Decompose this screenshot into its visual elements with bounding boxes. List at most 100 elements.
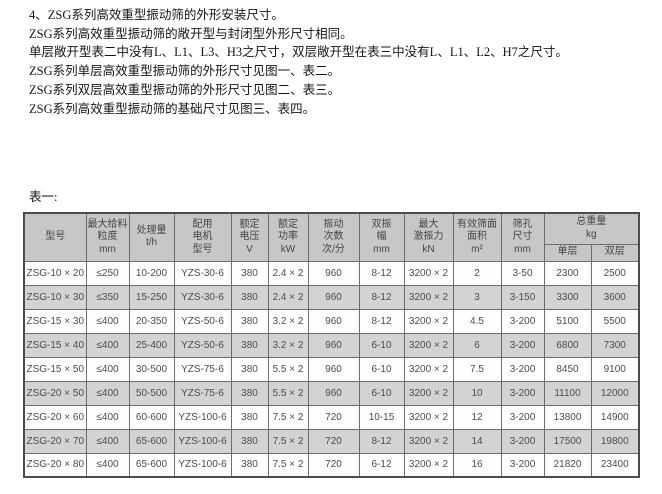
table-cell: YZS-50-6 [173, 332, 232, 358]
table-cell: 380 [230, 356, 269, 382]
table-cell: 11100 [543, 380, 592, 406]
table-cell: 3-200 [500, 452, 545, 478]
table-cell: 14900 [590, 404, 640, 430]
table-cell: 7.5 [452, 356, 502, 382]
table-cell: 380 [230, 428, 269, 454]
table-cell: YZS-75-6 [173, 380, 232, 406]
intro-line-3: 单层敞开型表二中没有L、L1、L3、H3之尺寸，双层敞开型在表三中没有L、L1、… [29, 45, 568, 60]
table-cell: 25-400 [128, 332, 175, 358]
table-cell: 3-150 [500, 284, 545, 310]
table-cell: 6800 [543, 332, 592, 358]
table-cell: YZS-100-6 [173, 452, 232, 478]
table-header: 型号 最大给料 粒度 mm 处理量 t/h 配用 电机 型号 额定 电压 V 额定 功率 kW 振动 次数 次/分… [23, 212, 640, 262]
column-header-mesh: 筛孔 尺寸 mm [500, 212, 545, 262]
column-header-weight-single: 单层 [543, 243, 592, 262]
table-cell: ≤250 [85, 260, 130, 286]
intro-text: 4、ZSG系列高效重型振动筛的外形安装尺寸。 ZSG系列高效重型振动筛的敞开型与… [29, 6, 568, 118]
table-cell: 3200 × 2 [403, 404, 454, 430]
table-cell: ZSG-20 × 50 [23, 380, 87, 406]
table-cell: ≤400 [85, 380, 130, 406]
column-header-feed-size: 最大给料 粒度 mm [85, 212, 130, 262]
table-cell: YZS-100-6 [173, 428, 232, 454]
table-cell: ZSG-10 × 30 [23, 284, 87, 310]
table-cell: 3-200 [500, 404, 545, 430]
table-cell: 5.5 × 2 [267, 380, 309, 406]
table-row: ZSG-20 × 60 ≤400 60-600 YZS-100-6 380 7.5 × 2… [23, 404, 640, 430]
table-cell: 10-15 [358, 404, 405, 430]
table-cell: 960 [307, 260, 360, 286]
table-cell: 380 [230, 308, 269, 334]
table-cell: 2.4 × 2 [267, 260, 309, 286]
table-cell: 3 [452, 284, 502, 310]
table-cell: 3600 [590, 284, 640, 310]
table-cell: 2.4 × 2 [267, 284, 309, 310]
table-cell: 8-12 [358, 428, 405, 454]
table-cell: 3.2 × 2 [267, 308, 309, 334]
table-cell: YZS-50-6 [173, 308, 232, 334]
column-header-area: 有效筛面 面积 m² [452, 212, 502, 262]
table-cell: 3.2 × 2 [267, 332, 309, 358]
table-cell: 7.5 × 2 [267, 452, 309, 478]
table-cell: 960 [307, 284, 360, 310]
table-cell: ZSG-15 × 50 [23, 356, 87, 382]
table-cell: 14 [452, 428, 502, 454]
table-cell: 4.5 [452, 308, 502, 334]
table-cell: 65-600 [128, 428, 175, 454]
table-cell: 23400 [590, 452, 640, 478]
table-cell: 8-12 [358, 260, 405, 286]
table-cell: 380 [230, 404, 269, 430]
table-cell: YZS-30-6 [173, 284, 232, 310]
table-cell: ZSG-20 × 80 [23, 452, 87, 478]
table-cell: ≤400 [85, 452, 130, 478]
table-cell: 380 [230, 332, 269, 358]
table-cell: 7300 [590, 332, 640, 358]
table-cell: 960 [307, 356, 360, 382]
table-cell: ZSG-10 × 20 [23, 260, 87, 286]
column-header-power: 额定 功率 kW [267, 212, 309, 262]
table-cell: 3-200 [500, 332, 545, 358]
column-header-total-weight: 总重量 kg [543, 212, 640, 245]
column-header-voltage: 额定 电压 V [230, 212, 269, 262]
table-cell: ≤400 [85, 356, 130, 382]
table-cell: 3300 [543, 284, 592, 310]
table-cell: 3200 × 2 [403, 260, 454, 286]
table-cell: ZSG-15 × 30 [23, 308, 87, 334]
table-cell: 3-200 [500, 356, 545, 382]
table-cell: 12000 [590, 380, 640, 406]
table-cell: ZSG-20 × 60 [23, 404, 87, 430]
table-cell: 13800 [543, 404, 592, 430]
table-cell: 17500 [543, 428, 592, 454]
column-header-force: 最大 激振力 kN [403, 212, 454, 262]
table-cell: 380 [230, 380, 269, 406]
table-cell: 380 [230, 452, 269, 478]
table-cell: 5100 [543, 308, 592, 334]
table-cell: 2500 [590, 260, 640, 286]
table-cell: ≤400 [85, 308, 130, 334]
table-cell: 8-12 [358, 284, 405, 310]
intro-line-4: ZSG系列单层高效重型振动筛的外形尺寸见图一、表二。 [29, 64, 341, 79]
table-cell: 15-250 [128, 284, 175, 310]
table-cell: 3200 × 2 [403, 380, 454, 406]
table-cell: 7.5 × 2 [267, 404, 309, 430]
table-cell: 50-500 [128, 380, 175, 406]
table-cell: 10-200 [128, 260, 175, 286]
intro-line-1: 4、ZSG系列高效重型振动筛的外形安装尺寸。 [29, 8, 284, 22]
table-cell: 3200 × 2 [403, 428, 454, 454]
table-cell: 9100 [590, 356, 640, 382]
table-cell: 960 [307, 308, 360, 334]
table-cell: 960 [307, 380, 360, 406]
table-cell: 2300 [543, 260, 592, 286]
table-row: ZSG-20 × 80 ≤400 65-600 YZS-100-6 380 7.5 × 2… [23, 452, 640, 478]
table-cell: 3-50 [500, 260, 545, 286]
table-cell: 2 [452, 260, 502, 286]
table-cell: 19800 [590, 428, 640, 454]
table-cell: 65-600 [128, 452, 175, 478]
column-header-capacity: 处理量 t/h [128, 212, 175, 262]
table-cell: 380 [230, 284, 269, 310]
table-cell: ZSG-20 × 70 [23, 428, 87, 454]
